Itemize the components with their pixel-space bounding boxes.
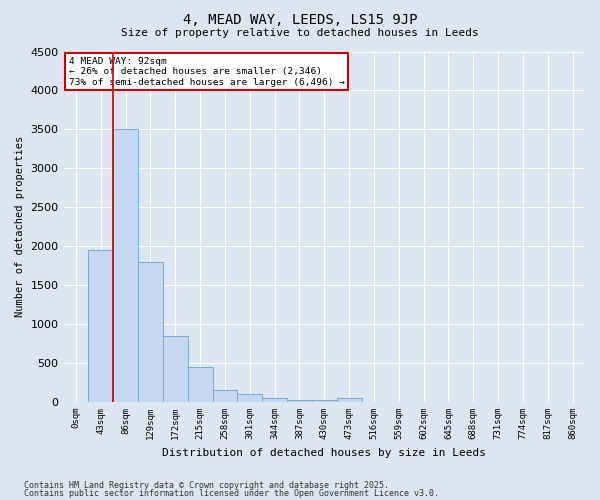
Bar <box>88 250 113 402</box>
Bar <box>238 394 262 402</box>
Bar <box>312 400 337 402</box>
Text: 4, MEAD WAY, LEEDS, LS15 9JP: 4, MEAD WAY, LEEDS, LS15 9JP <box>183 12 417 26</box>
Y-axis label: Number of detached properties: Number of detached properties <box>15 136 25 318</box>
Bar <box>212 390 238 402</box>
Bar <box>337 398 362 402</box>
Text: Contains HM Land Registry data © Crown copyright and database right 2025.: Contains HM Land Registry data © Crown c… <box>24 480 389 490</box>
Bar <box>113 130 138 402</box>
X-axis label: Distribution of detached houses by size in Leeds: Distribution of detached houses by size … <box>162 448 486 458</box>
Bar <box>138 262 163 402</box>
Bar <box>188 367 212 402</box>
Bar <box>262 398 287 402</box>
Bar <box>287 400 312 402</box>
Text: 4 MEAD WAY: 92sqm
← 26% of detached houses are smaller (2,346)
73% of semi-detac: 4 MEAD WAY: 92sqm ← 26% of detached hous… <box>69 57 345 86</box>
Text: Size of property relative to detached houses in Leeds: Size of property relative to detached ho… <box>121 28 479 38</box>
Text: Contains public sector information licensed under the Open Government Licence v3: Contains public sector information licen… <box>24 489 439 498</box>
Bar <box>163 336 188 402</box>
